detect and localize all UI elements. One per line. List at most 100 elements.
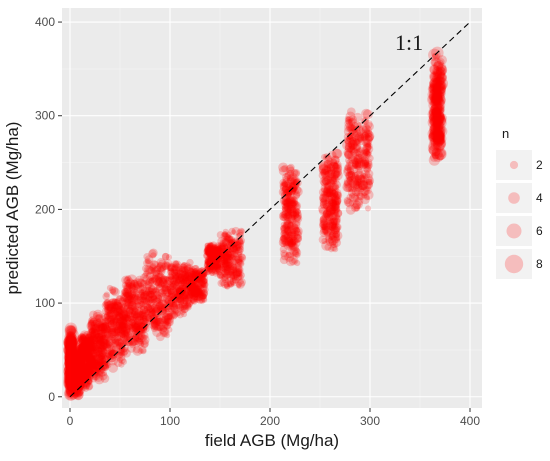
data-point — [79, 341, 89, 351]
data-point — [80, 362, 91, 373]
data-point — [149, 313, 158, 322]
data-point — [104, 309, 112, 316]
data-point — [137, 302, 144, 309]
data-point — [75, 366, 83, 374]
data-point — [71, 362, 78, 369]
data-point — [324, 204, 331, 211]
data-point — [78, 334, 88, 344]
data-point — [78, 347, 85, 354]
data-point — [111, 311, 121, 320]
data-point — [92, 317, 103, 328]
data-point — [163, 299, 172, 308]
data-point — [133, 322, 142, 330]
data-point — [139, 296, 146, 303]
data-point — [113, 307, 123, 318]
data-point — [437, 113, 447, 124]
data-point — [64, 373, 76, 386]
data-point — [105, 343, 114, 353]
data-point — [66, 334, 77, 345]
data-point — [86, 356, 96, 365]
data-point — [99, 334, 106, 341]
data-point — [72, 380, 79, 387]
data-point — [114, 327, 123, 336]
data-point — [92, 349, 100, 358]
data-point — [332, 246, 339, 253]
data-point — [151, 274, 159, 283]
data-point — [63, 351, 77, 365]
data-point — [71, 372, 81, 382]
data-point — [118, 330, 126, 338]
data-point — [107, 327, 118, 338]
data-point — [127, 323, 134, 330]
data-point — [84, 344, 91, 351]
data-point — [79, 376, 90, 387]
data-point — [115, 319, 126, 330]
data-point — [67, 380, 76, 390]
data-point — [74, 377, 85, 388]
data-point — [77, 355, 85, 363]
data-point — [79, 343, 87, 352]
data-point — [67, 363, 77, 372]
data-point — [66, 338, 77, 349]
data-point — [75, 371, 82, 378]
data-point — [79, 343, 86, 350]
data-point — [142, 297, 151, 305]
data-point — [98, 350, 108, 360]
data-point — [150, 307, 161, 318]
data-point — [152, 326, 163, 337]
data-point — [66, 337, 75, 347]
data-point — [83, 356, 93, 365]
data-point — [67, 360, 80, 372]
data-point — [149, 264, 157, 272]
data-point — [158, 325, 167, 334]
data-point — [88, 339, 97, 348]
data-point — [121, 291, 132, 302]
data-point — [63, 359, 77, 374]
data-point — [159, 324, 168, 333]
data-point — [156, 261, 163, 269]
data-point — [116, 317, 125, 325]
data-point — [65, 339, 77, 352]
data-point — [331, 188, 339, 196]
data-point — [91, 328, 99, 336]
data-point — [66, 379, 75, 388]
data-point — [67, 359, 77, 369]
data-point — [158, 306, 167, 316]
data-point — [127, 344, 136, 353]
data-point — [134, 301, 141, 308]
data-point — [111, 287, 120, 297]
data-point — [131, 293, 141, 302]
data-point — [140, 273, 149, 282]
data-point — [104, 328, 115, 339]
data-point — [65, 362, 77, 374]
data-point — [127, 304, 135, 313]
data-point — [161, 252, 170, 261]
data-point — [65, 369, 78, 381]
data-point — [118, 361, 125, 368]
data-point — [128, 294, 135, 301]
data-point — [91, 323, 101, 333]
data-point — [156, 272, 165, 280]
data-point — [73, 348, 85, 360]
data-point — [66, 361, 76, 371]
data-point — [102, 299, 112, 309]
data-point — [109, 318, 119, 328]
data-point — [133, 311, 142, 320]
data-point — [84, 376, 93, 385]
data-point — [146, 266, 155, 275]
data-point — [222, 241, 228, 247]
data-point — [158, 292, 167, 301]
data-point — [64, 366, 78, 380]
data-point — [133, 321, 143, 331]
data-point — [121, 281, 130, 290]
data-point — [73, 350, 81, 358]
data-point — [99, 352, 106, 360]
data-point — [125, 310, 133, 318]
data-point — [130, 325, 140, 335]
data-point — [73, 390, 84, 401]
data-point — [82, 341, 90, 349]
data-point — [72, 388, 84, 400]
data-point — [69, 376, 79, 385]
data-point — [162, 315, 171, 325]
